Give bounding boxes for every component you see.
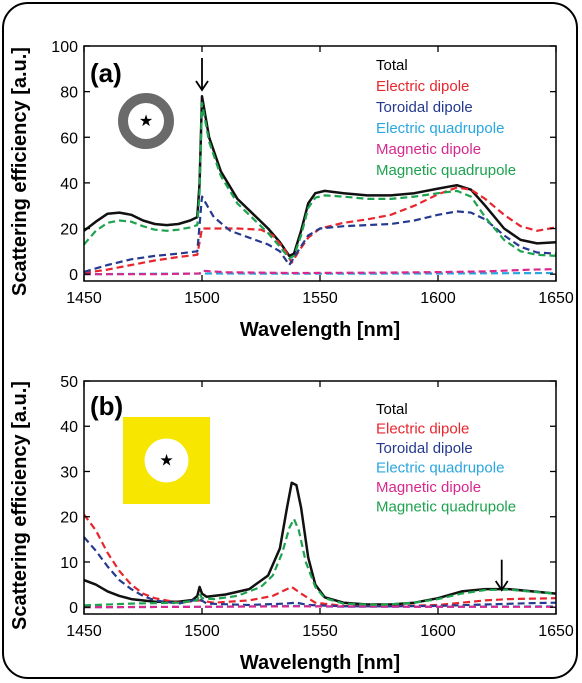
legend: Total Electric dipole Toroidal dipole Elect… (376, 57, 516, 179)
legend-entry: Total (376, 57, 408, 74)
legend-entry: Magnetic quadrupole (376, 162, 516, 179)
x-tick-label: 1450 (66, 623, 102, 640)
x-tick-label: 1500 (184, 290, 220, 307)
series-line-magnetic-quadrupole (84, 517, 556, 607)
star-icon: ★ (159, 453, 173, 470)
x-tick-label: 1600 (420, 623, 456, 640)
legend-entry: Electric quadrupole (376, 120, 504, 137)
x-tick-label: 1550 (302, 623, 338, 640)
y-tick-label: 80 (60, 85, 78, 102)
y-tick-label: 0 (69, 600, 78, 617)
y-tick-label: 60 (60, 130, 78, 147)
chart-panel-a: 1450 1500 1550 1600 1650 0 20 40 60 80 100 Waveleng… (9, 39, 574, 341)
x-tick-label: 1650 (538, 290, 574, 307)
x-tick-label: 1600 (420, 290, 456, 307)
legend-entry: Electric dipole (376, 421, 469, 438)
series-group (84, 481, 556, 609)
y-tick-label: 0 (69, 267, 78, 284)
x-axis-label: Wavelength [nm] (240, 319, 400, 341)
legend-entry: Electric quadrupole (376, 460, 504, 477)
legend-entry: Magnetic quadrupole (376, 499, 516, 516)
x-axis-label: Wavelength [nm] (240, 652, 400, 674)
arrow-icon (195, 58, 209, 92)
legend-entry: Magnetic dipole (376, 141, 481, 158)
arrow-icon (494, 559, 509, 592)
legend-entry: Electric dipole (376, 78, 469, 95)
y-tick-label: 20 (60, 510, 78, 527)
y-tick-label: 30 (60, 464, 78, 481)
y-axis-label: Scattering efficiency [a.u.] (9, 47, 31, 296)
series-line-toroidal-dipole (84, 195, 556, 273)
legend: Total Electric dipole Toroidal dipole Elect… (376, 401, 516, 516)
y-tick-label: 100 (51, 39, 78, 56)
series-line-magnetic-quadrupole (84, 101, 556, 260)
y-tick-label: 40 (60, 176, 78, 193)
series-group (84, 94, 556, 276)
legend-entry: Toroidal dipole (376, 99, 473, 116)
chart-panel-b: 1450 1500 1550 1600 1650 0 10 20 30 40 50 Wavelengt… (9, 374, 574, 674)
series-line-magnetic-dipole (84, 605, 556, 609)
ring-inset-icon: ★ (118, 93, 174, 149)
y-axis-label: Scattering efficiency [a.u.] (9, 381, 31, 630)
series-line-toroidal-dipole (84, 536, 556, 608)
y-tick-label: 20 (60, 222, 78, 239)
square-hole-inset-icon: ★ (123, 417, 210, 504)
panel-label: (b) (90, 391, 123, 421)
x-tick-label: 1550 (302, 290, 338, 307)
y-tick-label: 50 (60, 374, 78, 391)
y-tick-label: 10 (60, 555, 78, 572)
legend-entry: Magnetic dipole (376, 479, 481, 496)
star-icon: ★ (139, 113, 153, 130)
legend-entry: Toroidal dipole (376, 440, 473, 457)
y-tick-label: 40 (60, 419, 78, 436)
x-tick-label: 1650 (538, 623, 574, 640)
x-tick-label: 1500 (184, 623, 220, 640)
legend-entry: Total (376, 401, 408, 418)
panel-label: (a) (90, 58, 122, 88)
series-line-magnetic-dipole (84, 268, 556, 276)
series-line-electric-dipole (84, 513, 556, 608)
x-tick-label: 1450 (66, 290, 102, 307)
